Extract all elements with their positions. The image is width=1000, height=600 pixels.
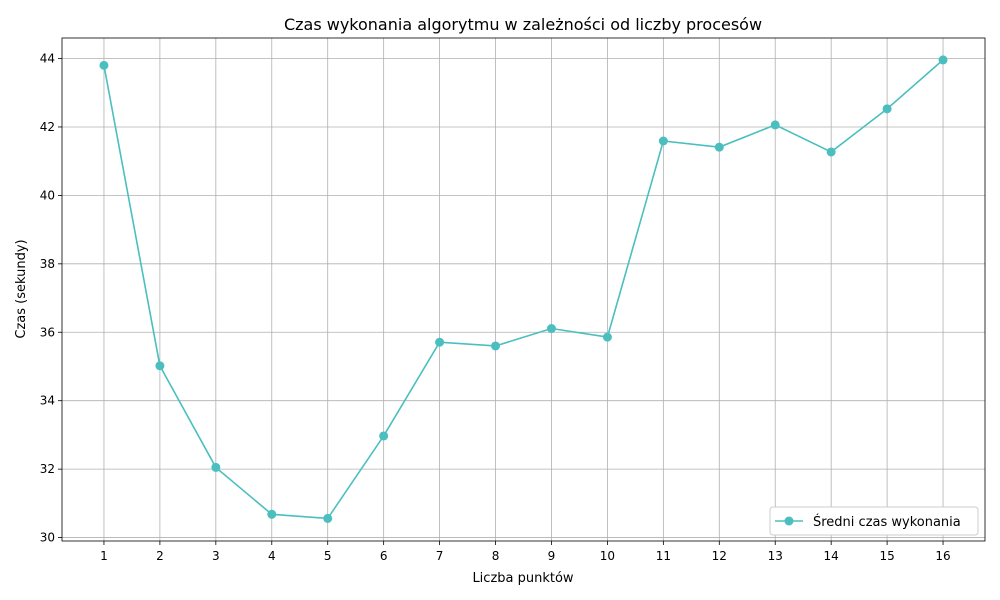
y-tick-label: 42 bbox=[40, 120, 55, 134]
y-tick-label: 30 bbox=[40, 531, 55, 545]
x-tick-label: 6 bbox=[380, 549, 388, 563]
x-tick-label: 1 bbox=[100, 549, 108, 563]
data-point bbox=[267, 509, 277, 519]
x-tick-label: 15 bbox=[879, 549, 894, 563]
series-line bbox=[103, 59, 944, 520]
data-point bbox=[938, 55, 948, 65]
data-point bbox=[491, 341, 501, 351]
data-point bbox=[435, 337, 445, 347]
legend-marker-swatch bbox=[784, 516, 794, 526]
data-point bbox=[211, 462, 221, 472]
y-tick-label: 34 bbox=[40, 394, 55, 408]
x-tick-label: 13 bbox=[768, 549, 783, 563]
x-axis: 1 2 3 4 5 6 7 8 9 10 11 12 13 14 15 16 bbox=[100, 541, 951, 563]
chart-title: Czas wykonania algorytmu w zależności od… bbox=[284, 15, 762, 34]
x-tick-label: 11 bbox=[656, 549, 671, 563]
x-tick-label: 12 bbox=[712, 549, 727, 563]
x-tick-label: 14 bbox=[824, 549, 839, 563]
data-point bbox=[379, 431, 389, 441]
series-layer bbox=[99, 55, 948, 523]
y-tick-label: 40 bbox=[40, 188, 55, 202]
y-tick-label: 32 bbox=[40, 462, 55, 476]
x-tick-label: 10 bbox=[600, 549, 615, 563]
x-tick-label: 8 bbox=[492, 549, 500, 563]
legend: Średni czas wykonania bbox=[769, 506, 979, 536]
x-tick-label: 4 bbox=[268, 549, 276, 563]
x-tick-label: 2 bbox=[156, 549, 164, 563]
y-tick-label: 36 bbox=[40, 325, 55, 339]
x-tick-label: 16 bbox=[935, 549, 950, 563]
x-tick-label: 3 bbox=[212, 549, 220, 563]
data-point bbox=[99, 60, 109, 70]
data-point bbox=[770, 120, 780, 130]
data-point bbox=[714, 142, 724, 152]
plot-frame bbox=[61, 37, 986, 542]
y-axis-label: Czas (sekundy) bbox=[14, 239, 29, 338]
y-tick-label: 38 bbox=[40, 257, 55, 271]
legend-box bbox=[769, 506, 979, 536]
data-point bbox=[323, 513, 333, 523]
x-tick-label: 7 bbox=[436, 549, 444, 563]
legend-label: Średni czas wykonania bbox=[813, 514, 961, 530]
data-point bbox=[826, 147, 836, 157]
x-axis-label: Liczba punktów bbox=[472, 571, 573, 586]
data-point bbox=[602, 332, 612, 342]
data-point bbox=[546, 324, 556, 334]
x-tick-label: 5 bbox=[324, 549, 332, 563]
data-point bbox=[658, 136, 668, 146]
data-point bbox=[155, 361, 165, 371]
data-point bbox=[882, 104, 892, 114]
grid bbox=[62, 38, 985, 541]
y-axis: 30 32 34 36 38 40 42 44 bbox=[40, 52, 62, 545]
y-tick-label: 44 bbox=[40, 52, 55, 66]
x-tick-label: 9 bbox=[548, 549, 556, 563]
